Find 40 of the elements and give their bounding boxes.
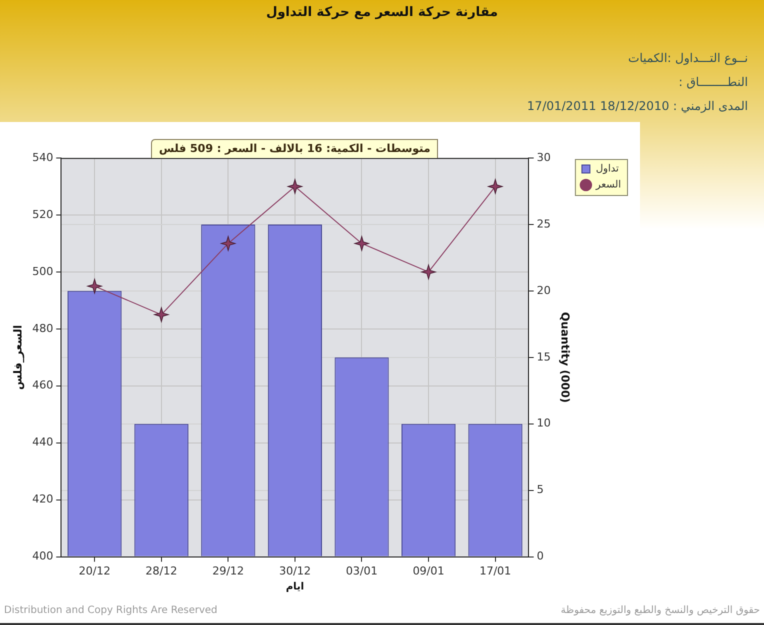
x-tick-label: 29/12	[212, 564, 244, 578]
y2-tick-label: 20	[536, 284, 551, 297]
text: نــوع التـــداول :الكميات	[628, 51, 748, 65]
point	[421, 264, 436, 280]
text: Distribution and Copy Rights Are Reserved	[4, 605, 218, 616]
y-tick-label: 500	[32, 264, 54, 278]
text: حقوق الترخيص والنسخ والطبع والتوزيع محفوظة	[560, 605, 760, 616]
x-tick-label: 30/12	[279, 564, 311, 578]
x-tick-label: 28/12	[146, 564, 178, 578]
point	[488, 179, 503, 194]
point	[288, 179, 302, 194]
y2-tick-label: 10	[536, 416, 551, 430]
point	[87, 278, 102, 294]
y2-tick-label: 25	[536, 217, 551, 230]
legend-label: السعر	[594, 180, 622, 191]
x-tick-label: 03/01	[346, 564, 378, 578]
y2-tick-label: 30	[536, 150, 551, 164]
y-tick-label: 400	[32, 550, 54, 563]
point	[154, 307, 169, 322]
point	[220, 236, 236, 251]
y-tick-label: 480	[32, 322, 54, 335]
x-tick-label: 17/01	[479, 564, 512, 578]
chart-title: مقارنة حركة السعر مع حركة التداول	[265, 5, 499, 20]
y2-axis-title: Quantity (000)	[558, 312, 572, 403]
y-axis-title: السعر_فلس	[11, 324, 24, 390]
x-axis-title: ايام	[286, 582, 304, 593]
point	[354, 236, 370, 251]
text: النطــــــــاق :	[678, 75, 748, 89]
y-tick-label: 540	[32, 150, 54, 164]
y2-tick-label: 0	[536, 550, 544, 563]
y-tick-label: 460	[32, 378, 54, 392]
legend-label: تداول	[596, 164, 620, 175]
x-tick-label: 20/12	[78, 564, 110, 578]
x-tick-label: 09/01	[412, 564, 444, 578]
text: المدى الزمني : 18/12/2010 17/01/2011	[527, 99, 748, 113]
y-tick-label: 420	[32, 492, 54, 506]
y-tick-label: 520	[32, 208, 54, 221]
y2-tick-label: 15	[536, 350, 551, 364]
y-tick-label: 440	[32, 436, 54, 449]
y2-tick-label: 5	[536, 483, 544, 496]
